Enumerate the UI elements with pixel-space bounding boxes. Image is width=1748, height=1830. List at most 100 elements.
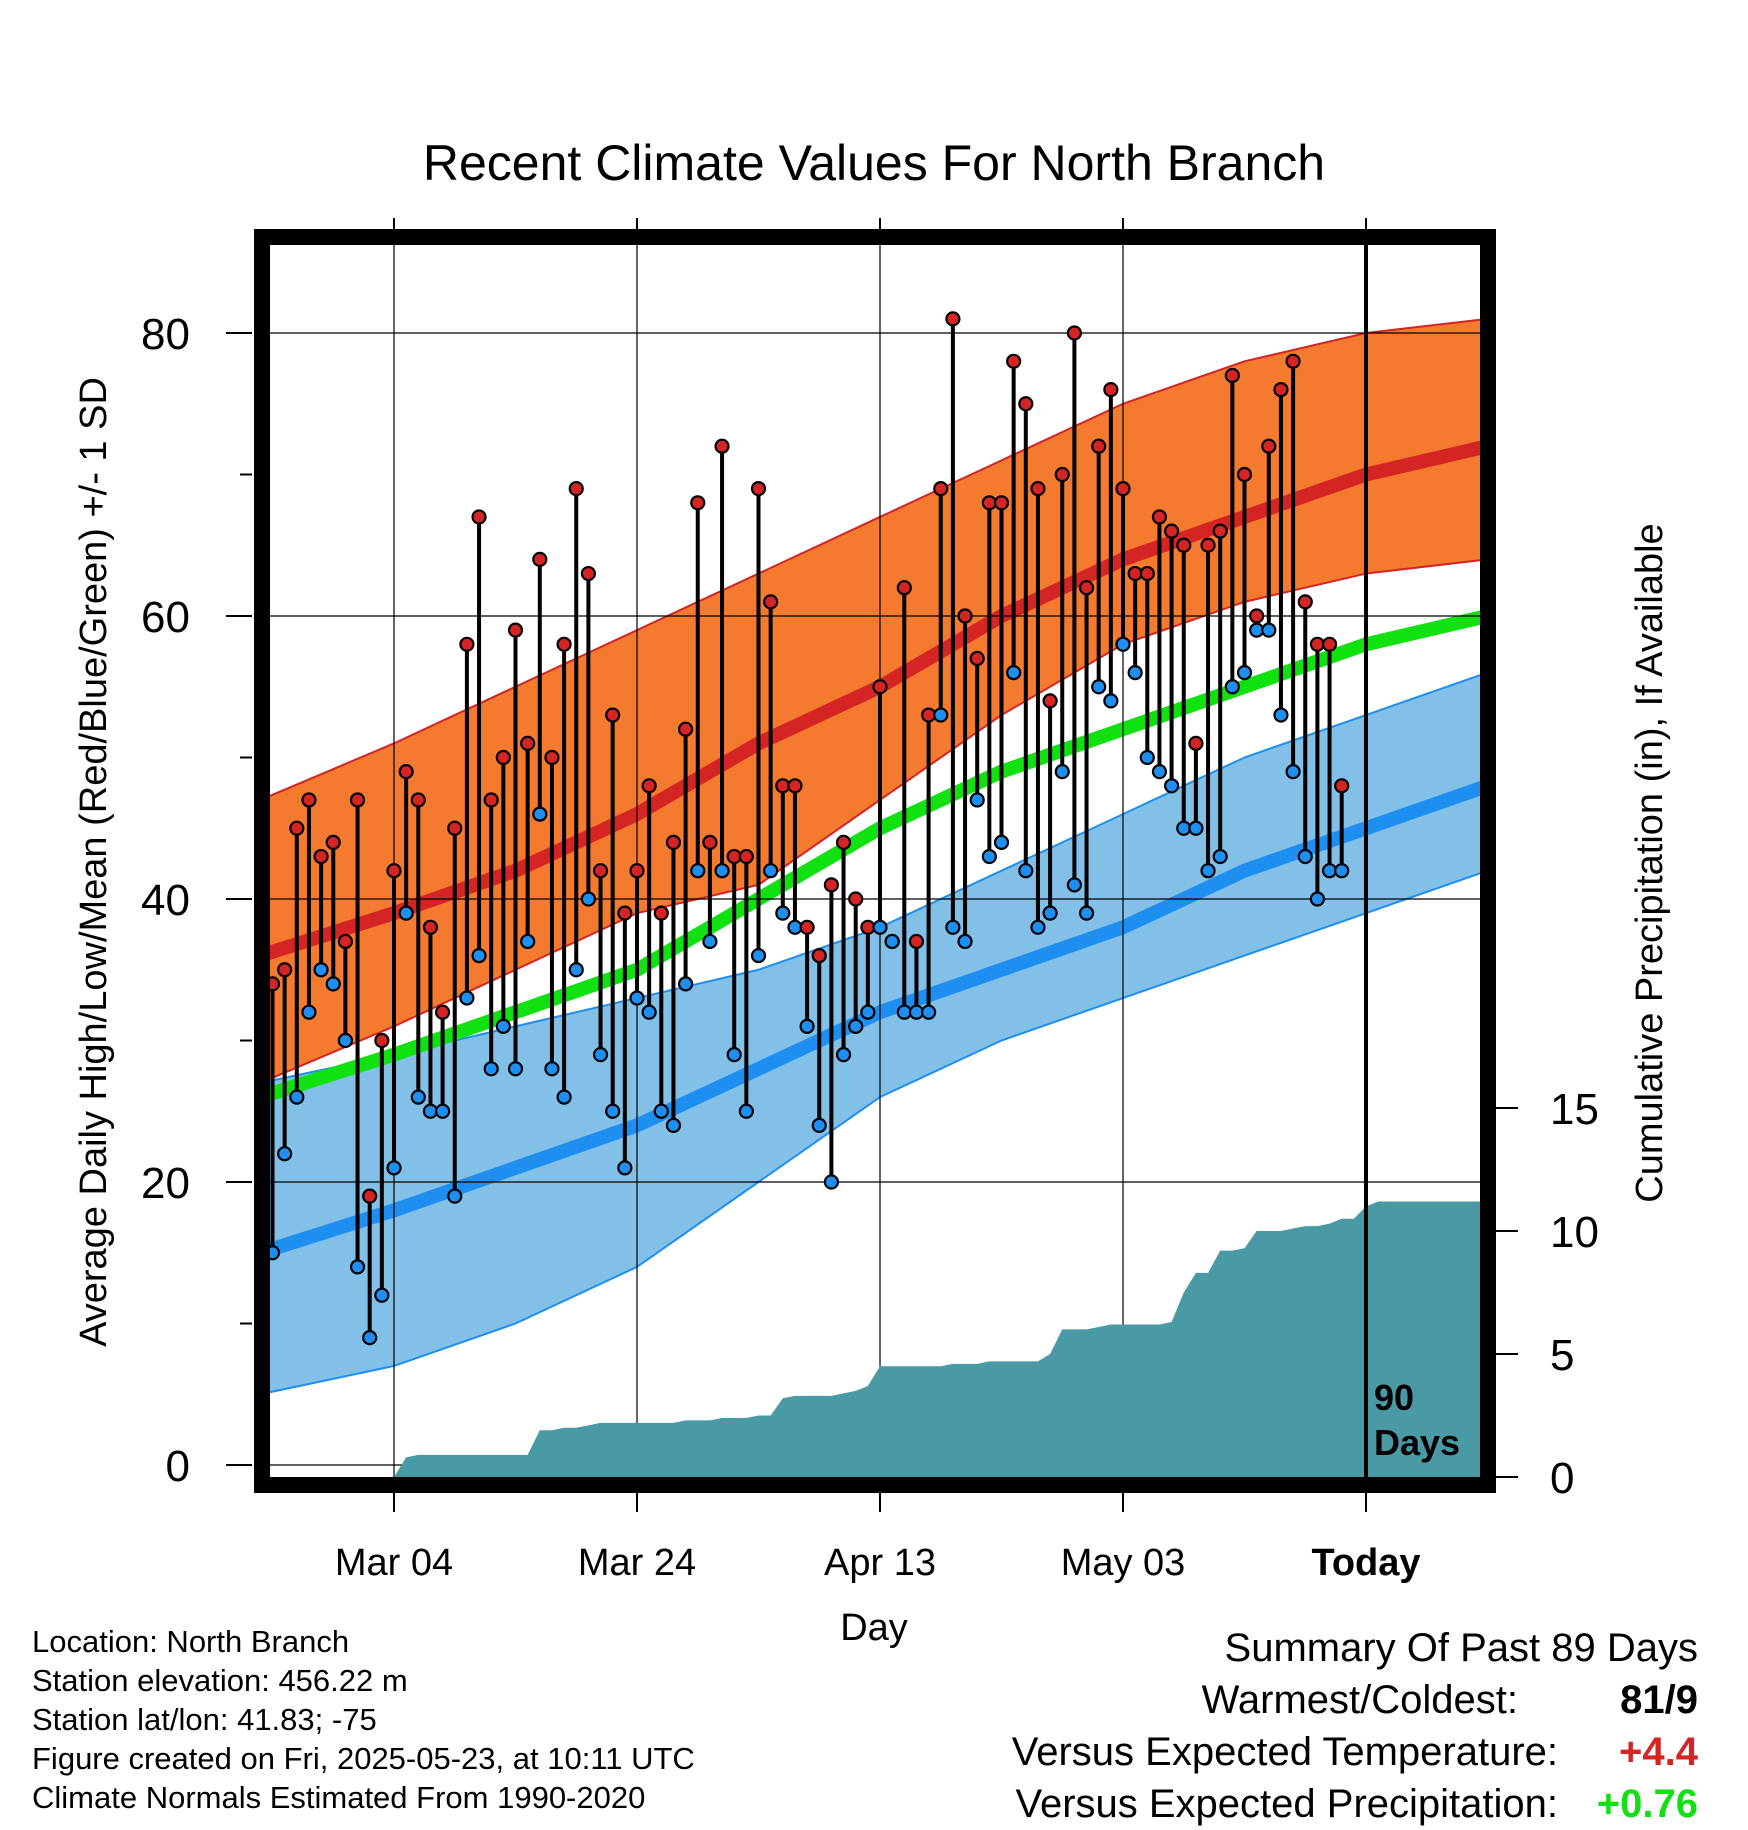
station-info: Location: North Branch Station elevation… xyxy=(32,1622,695,1817)
observed-low-point xyxy=(811,1117,827,1134)
observed-high-point xyxy=(811,947,827,964)
observed-high-point xyxy=(289,820,305,836)
x-tick-label: Mar 24 xyxy=(578,1542,696,1584)
observed-high-point xyxy=(325,834,341,851)
observed-high-point xyxy=(1321,636,1338,652)
observed-low-point xyxy=(520,933,536,950)
y2-tick-label: 10 xyxy=(1550,1208,1599,1257)
today-days-label-2: Days xyxy=(1374,1422,1460,1463)
latlon-text: Station lat/lon: 41.83; -75 xyxy=(32,1702,377,1737)
observed-high-point xyxy=(1297,594,1313,610)
high-sd-band xyxy=(270,318,1480,1080)
observed-high-point xyxy=(507,622,524,638)
observed-low-point xyxy=(592,1047,609,1063)
observed-low-point xyxy=(775,905,791,921)
observed-low-point xyxy=(860,1004,876,1020)
observed-low-point xyxy=(629,990,645,1006)
y2-axis-label: Cumulative Precipitation (in), If Availa… xyxy=(1629,523,1671,1202)
plot-content xyxy=(270,245,1480,1477)
observed-low-point xyxy=(1091,679,1107,695)
observed-low-point xyxy=(544,1061,560,1077)
observed-high-point xyxy=(665,834,682,851)
observed-low-point xyxy=(1188,820,1204,836)
observed-low-point xyxy=(459,990,475,1006)
observed-high-point xyxy=(1273,382,1289,398)
observed-high-point xyxy=(362,1188,378,1204)
observed-high-point xyxy=(520,735,536,751)
summary-title: Summary Of Past 89 Days xyxy=(1224,1626,1698,1670)
observed-low-point xyxy=(1151,764,1168,780)
y-tick-label: 80 xyxy=(141,310,190,359)
observed-high-point xyxy=(495,749,511,766)
observed-low-point xyxy=(435,1103,451,1119)
observed-high-point xyxy=(471,509,487,525)
axes: 0 20 40 60 80 0 5 10 15 Mar 04 Mar 24 Apr 13 May 03 T… xyxy=(73,218,1671,1649)
observed-high-point xyxy=(629,863,645,879)
x-tick-label: Apr 13 xyxy=(824,1542,936,1584)
observed-low-point xyxy=(337,1032,353,1049)
observed-low-point xyxy=(532,806,548,822)
observed-low-point xyxy=(993,834,1010,851)
observed-low-point xyxy=(605,1103,621,1119)
observed-low-point xyxy=(714,863,730,879)
x-tick-label: Mar 04 xyxy=(335,1542,453,1584)
observed-low-point xyxy=(495,1018,511,1034)
observed-low-point xyxy=(507,1061,524,1077)
observed-high-point xyxy=(1163,523,1180,539)
observed-low-point xyxy=(580,891,597,907)
observed-low-point xyxy=(920,1004,937,1020)
observed-high-point xyxy=(872,679,888,695)
observed-high-point xyxy=(1236,466,1253,483)
observed-high-point xyxy=(532,551,548,568)
observed-high-point xyxy=(641,778,657,794)
plot-frame xyxy=(254,229,1496,1493)
observed-low-point xyxy=(483,1061,499,1077)
temp-row: Versus Expected Temperature: +4.4 xyxy=(1012,1726,1698,1778)
observed-high-point xyxy=(1042,693,1058,709)
observed-high-point xyxy=(993,495,1010,511)
observed-high-point xyxy=(410,792,426,808)
observed-high-point xyxy=(690,495,706,511)
observed-low-point xyxy=(969,792,985,808)
observed-high-point xyxy=(277,962,293,978)
observed-high-point xyxy=(483,792,499,808)
observed-low-point xyxy=(653,1103,669,1119)
observed-high-point xyxy=(1188,735,1204,751)
observed-high-point xyxy=(896,580,912,596)
observed-low-point xyxy=(763,863,779,879)
observed-high-point xyxy=(933,481,949,497)
observed-high-point xyxy=(835,834,852,851)
observed-low-point xyxy=(1042,905,1058,921)
y-tick-label: 20 xyxy=(141,1159,190,1208)
observed-low-point xyxy=(301,1004,317,1020)
observed-low-point xyxy=(422,1103,439,1119)
y2-tick-label: 0 xyxy=(1550,1454,1574,1503)
observed-high-point xyxy=(1139,565,1155,582)
observed-low-point xyxy=(556,1089,572,1105)
observed-high-point xyxy=(1006,353,1022,369)
observed-high-point xyxy=(799,919,815,935)
observed-high-point xyxy=(1261,438,1277,454)
observed-low-point xyxy=(277,1146,293,1162)
observed-low-point xyxy=(1309,891,1326,907)
x-tick-label: May 03 xyxy=(1061,1542,1186,1584)
observed-high-point xyxy=(775,778,791,794)
observed-low-point xyxy=(1163,778,1180,794)
observed-low-point xyxy=(1261,622,1277,638)
created-text: Figure created on Fri, 2025-05-23, at 10… xyxy=(32,1741,695,1776)
observed-low-point xyxy=(799,1018,815,1034)
observed-low-point xyxy=(471,947,487,964)
observed-high-point xyxy=(714,438,730,454)
observed-high-point xyxy=(1212,523,1228,539)
observed-high-point xyxy=(848,891,864,907)
observed-high-point xyxy=(920,707,937,723)
observed-high-point xyxy=(1176,537,1192,553)
observed-low-point xyxy=(835,1047,852,1063)
observed-low-point xyxy=(1334,863,1350,879)
observed-low-point xyxy=(1054,764,1070,780)
x-axis-label: Day xyxy=(840,1607,908,1649)
observed-low-point xyxy=(1285,764,1301,780)
observed-low-point xyxy=(313,962,329,978)
observed-low-point xyxy=(1030,919,1046,935)
